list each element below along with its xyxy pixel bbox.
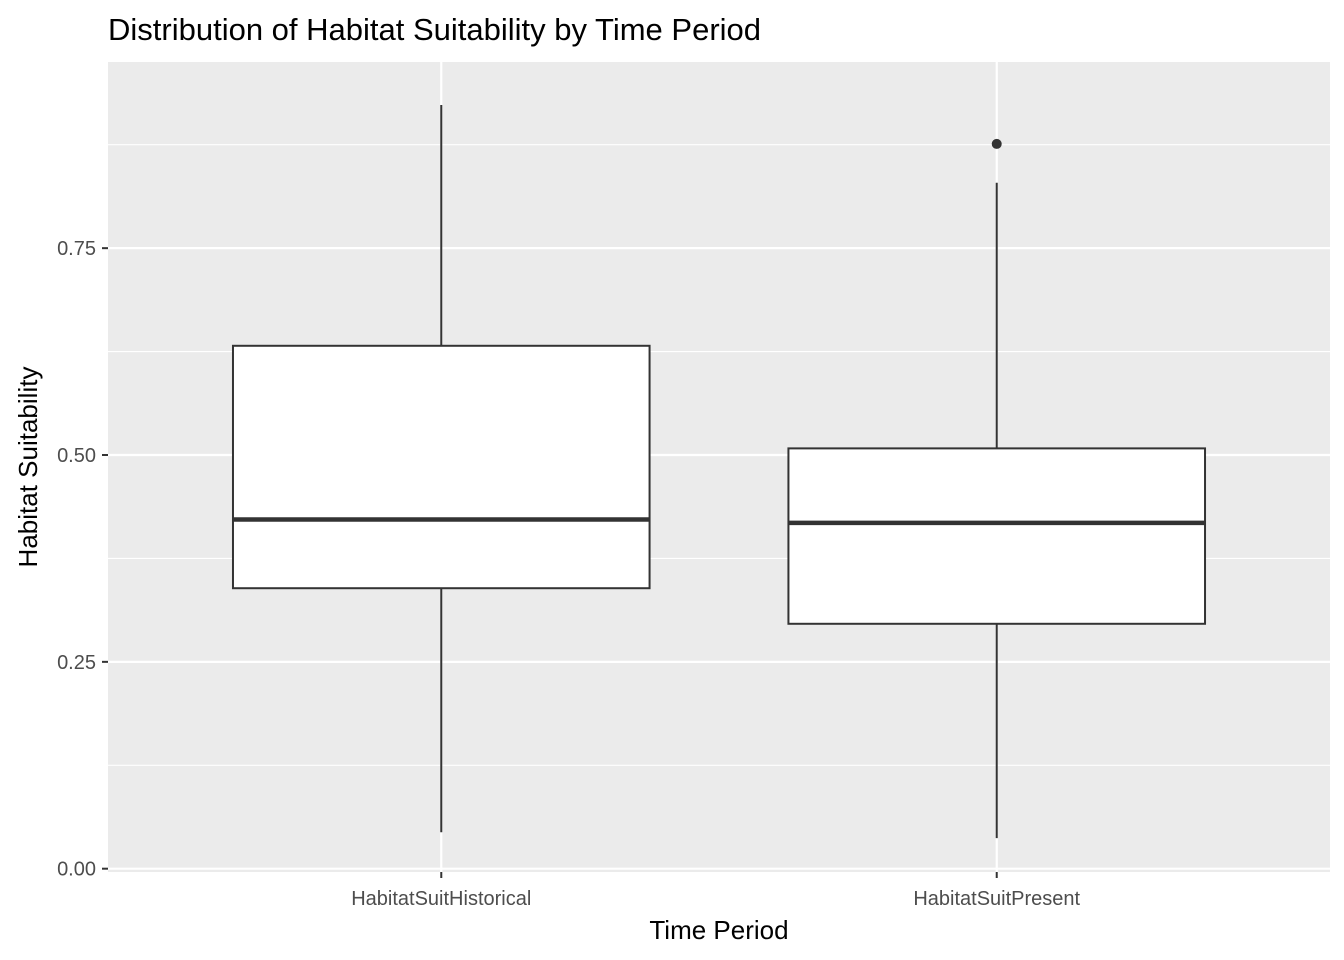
- x-tick-label: HabitatSuitPresent: [913, 888, 1080, 910]
- y-tick-label: 0.75: [57, 238, 96, 260]
- chart-title: Distribution of Habitat Suitability by T…: [108, 12, 761, 47]
- y-axis-title: Habitat Suitability: [13, 367, 43, 568]
- x-axis-title: Time Period: [649, 915, 788, 945]
- y-tick-label: 0.00: [57, 859, 96, 881]
- y-tick-label: 0.50: [57, 445, 96, 467]
- outlier-point: [991, 138, 1002, 149]
- x-axis: HabitatSuitHistorical HabitatSuitPresent: [351, 872, 1081, 910]
- box-iqr: [231, 344, 651, 590]
- y-axis: 0.00 0.25 0.50 0.75: [57, 238, 108, 881]
- y-tick-label: 0.25: [57, 652, 96, 674]
- x-tick-label: HabitatSuitHistorical: [351, 888, 531, 910]
- boxes-layer: [231, 105, 1207, 839]
- box-iqr: [787, 447, 1207, 625]
